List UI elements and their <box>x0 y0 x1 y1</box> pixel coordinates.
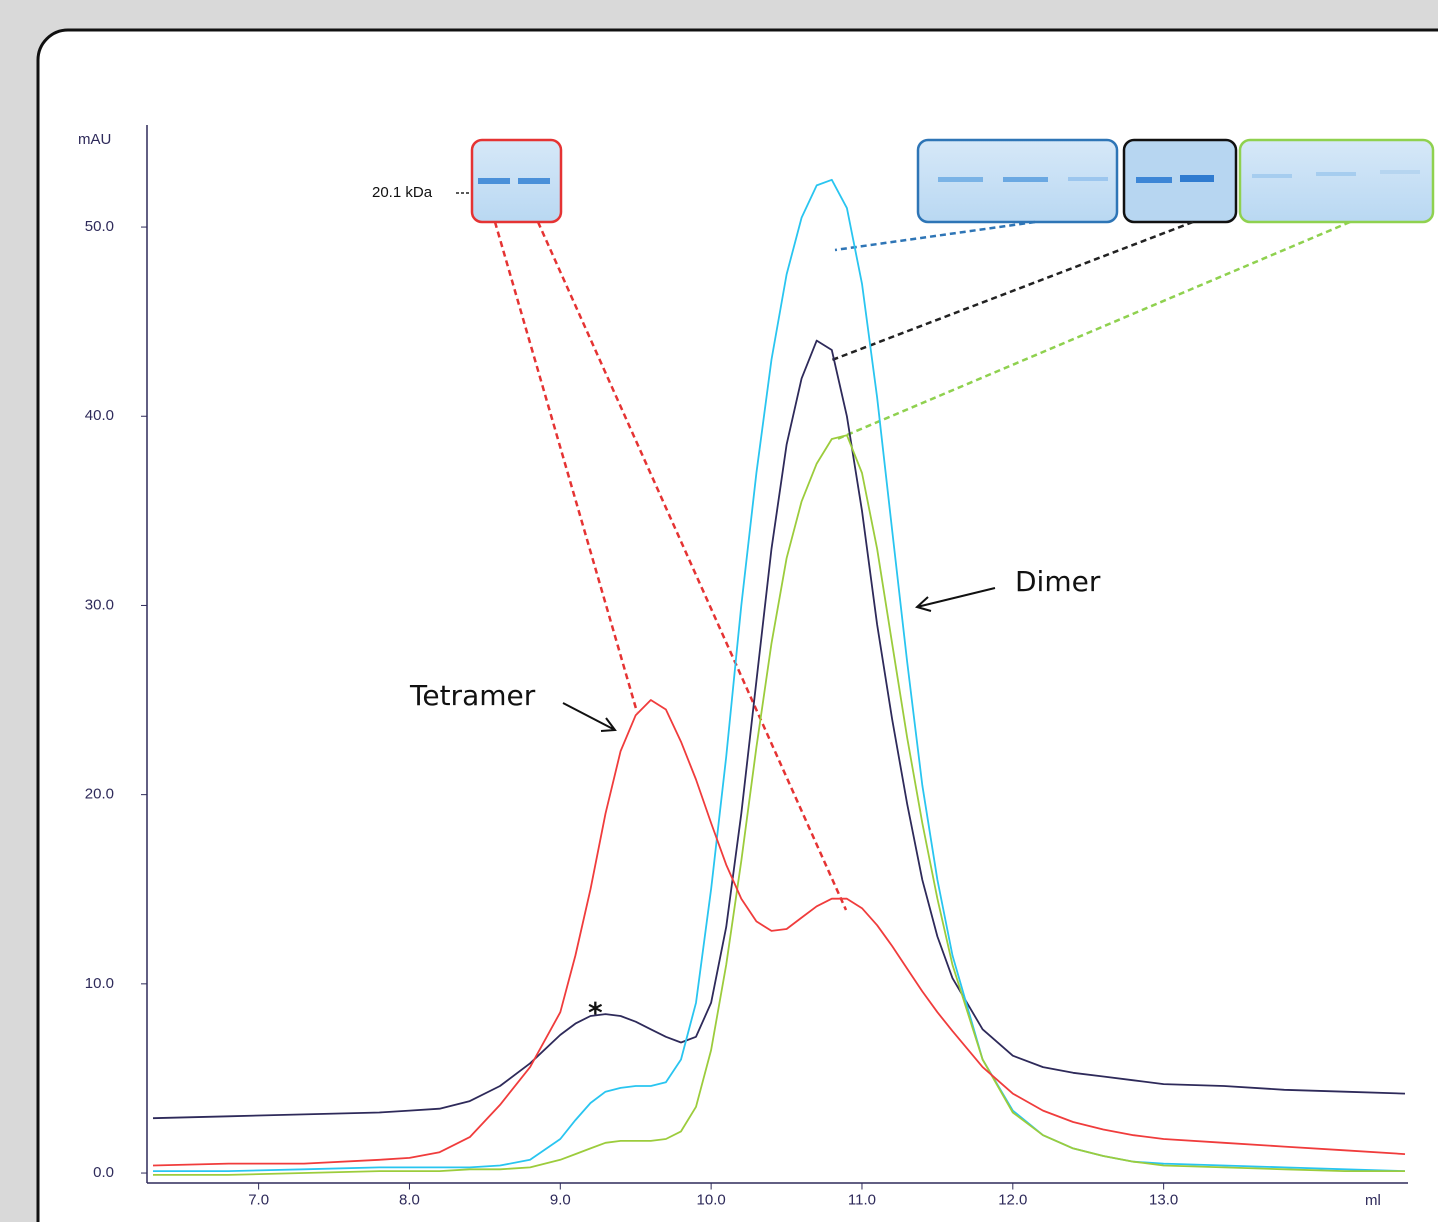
gel-green <box>1240 140 1433 222</box>
annotation: Tetramer <box>409 679 536 712</box>
gel-band <box>1136 177 1172 183</box>
gel-band <box>1252 174 1292 178</box>
y-tick-label: 20.0 <box>85 786 114 803</box>
y-tick-label: 50.0 <box>85 218 114 235</box>
chart: mAU ml Tetramer Dimer * 20.1 kDa 0.0 10.0… <box>0 0 1438 1222</box>
y-tick-label: 40.0 <box>85 407 114 424</box>
x-tick-label: 7.0 <box>248 1191 269 1208</box>
gel-band <box>1180 175 1214 182</box>
annotation: * <box>588 996 603 1029</box>
y-axis-label: mAU <box>78 131 111 148</box>
x-tick-label: 8.0 <box>399 1191 420 1208</box>
gel-band <box>938 177 983 182</box>
y-tick-label: 10.0 <box>85 975 114 992</box>
page: {"chart_data": { "type": "line", "y_labe… <box>0 0 1438 1222</box>
gel-band <box>518 178 550 184</box>
gel-band <box>1068 177 1108 181</box>
x-tick-label: 10.0 <box>697 1191 726 1208</box>
gel-band <box>478 178 510 184</box>
annotation: 20.1 kDa <box>372 184 433 201</box>
x-tick-label: 11.0 <box>848 1191 876 1208</box>
x-tick-label: 12.0 <box>998 1191 1027 1208</box>
y-tick-label: 0.0 <box>93 1164 114 1181</box>
x-axis-label: ml <box>1365 1192 1381 1209</box>
x-tick-label: 9.0 <box>550 1191 571 1208</box>
x-tick-label: 13.0 <box>1149 1191 1178 1208</box>
y-tick-label: 30.0 <box>85 596 114 613</box>
gel-band <box>1380 170 1420 174</box>
gel-band <box>1316 172 1356 176</box>
annotation: Dimer <box>1015 565 1101 598</box>
gel-band <box>1003 177 1048 182</box>
